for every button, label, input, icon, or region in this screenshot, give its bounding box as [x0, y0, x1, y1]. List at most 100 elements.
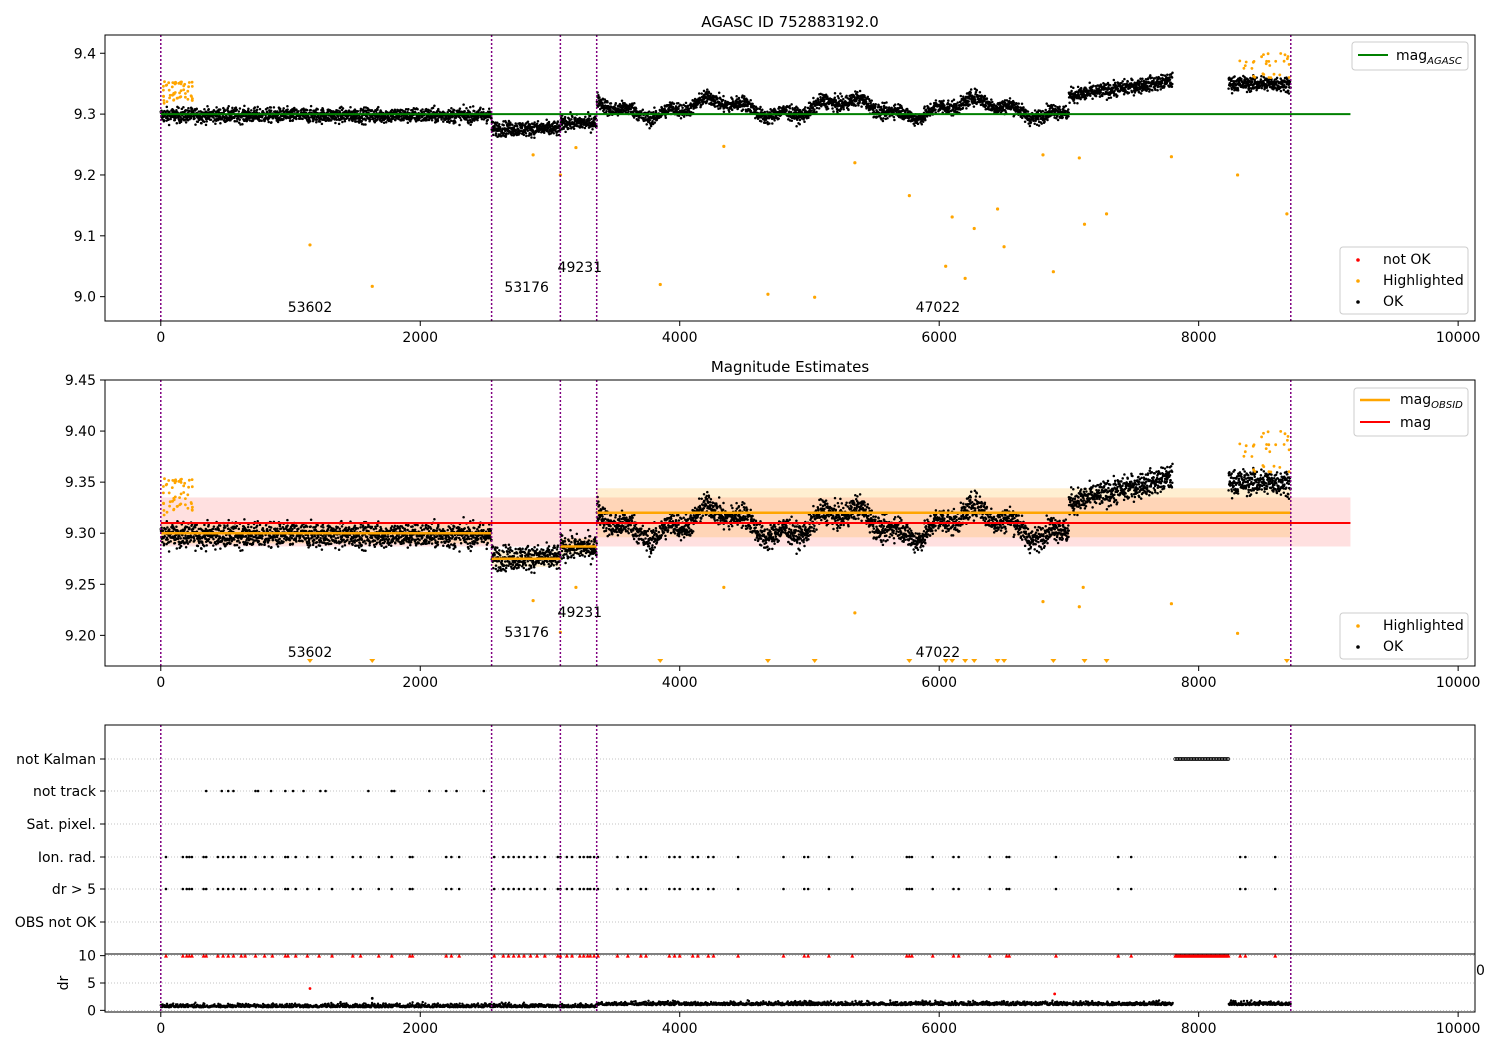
data-point [934, 99, 938, 102]
data-point [766, 110, 769, 114]
data-point [1152, 79, 1155, 83]
data-point [297, 110, 300, 113]
data-point [967, 100, 970, 103]
data-point [1156, 89, 1159, 92]
data-point [291, 119, 295, 122]
data-point [892, 115, 896, 119]
data-point [255, 108, 259, 111]
data-point [1130, 90, 1134, 94]
data-point [790, 119, 794, 122]
data-point [1070, 89, 1073, 93]
data-point [702, 89, 706, 93]
data-point [681, 106, 684, 110]
data-point [175, 121, 179, 125]
data-point [247, 107, 250, 111]
data-point [860, 105, 863, 108]
data-point [212, 108, 216, 112]
data-point [469, 123, 472, 126]
data-point [453, 108, 456, 112]
data-point [567, 117, 571, 120]
data-point [1028, 124, 1032, 128]
data-point [173, 118, 177, 122]
data-point [518, 131, 521, 135]
data-point [502, 124, 505, 127]
data-point [644, 116, 647, 119]
data-point [224, 109, 227, 112]
data-point [305, 108, 309, 112]
data-point [494, 132, 498, 135]
data-point [717, 91, 721, 95]
data-point [815, 106, 819, 110]
data-point [272, 106, 276, 109]
data-point [463, 109, 466, 113]
data-point [431, 106, 435, 110]
data-point [510, 123, 514, 126]
data-point [375, 118, 379, 122]
data-point [845, 94, 848, 98]
data-point [1076, 102, 1079, 105]
data-point [1113, 81, 1117, 85]
data-point [1044, 108, 1047, 112]
data-point [1020, 116, 1024, 120]
data-point [498, 123, 501, 126]
data-point [430, 119, 434, 122]
data-point [709, 92, 713, 96]
data-point [572, 127, 576, 130]
data-point [961, 106, 965, 110]
data-point [465, 107, 468, 110]
data-point [893, 103, 897, 106]
data-point [813, 108, 816, 111]
data-point [874, 103, 877, 106]
data-point [553, 121, 557, 125]
data-point [203, 107, 206, 111]
data-point [207, 107, 210, 111]
data-point [485, 122, 488, 125]
data-point [563, 115, 567, 119]
data-point [653, 106, 656, 109]
data-point [458, 123, 461, 127]
data-point [218, 108, 222, 111]
data-point [309, 108, 312, 112]
data-point [316, 108, 319, 111]
data-point [486, 118, 489, 122]
data-point [235, 119, 239, 123]
data-point [978, 91, 982, 94]
data-point [760, 120, 763, 123]
data-point [885, 101, 888, 104]
data-point [1064, 104, 1068, 108]
data-point [881, 119, 885, 123]
data-point [913, 124, 916, 127]
data-point [167, 123, 171, 127]
data-point [237, 110, 241, 113]
data-point [788, 104, 791, 108]
data-point [812, 96, 815, 100]
data-point [556, 120, 560, 123]
data-point [1067, 108, 1070, 111]
data-point [504, 121, 508, 124]
data-point [866, 95, 870, 99]
data-point [870, 99, 873, 102]
data-point [476, 118, 479, 122]
data-point [308, 119, 312, 123]
data-point [1230, 87, 1234, 91]
data-point [1105, 98, 1109, 102]
data-point [1073, 101, 1076, 105]
data-point [1029, 120, 1033, 124]
data-point [202, 120, 206, 124]
data-point [1161, 73, 1165, 77]
data-point [256, 105, 259, 109]
data-point [343, 120, 347, 123]
data-point [651, 120, 654, 123]
data-point [231, 106, 234, 110]
data-point [382, 121, 386, 124]
data-point [190, 107, 194, 111]
data-point [833, 96, 837, 99]
data-point [1171, 71, 1174, 75]
data-point [1233, 75, 1236, 78]
data-point [193, 117, 196, 120]
data-point [1091, 97, 1094, 100]
data-point [826, 107, 830, 110]
data-point [242, 114, 246, 118]
data-point [1123, 77, 1126, 81]
data-point [196, 120, 200, 123]
